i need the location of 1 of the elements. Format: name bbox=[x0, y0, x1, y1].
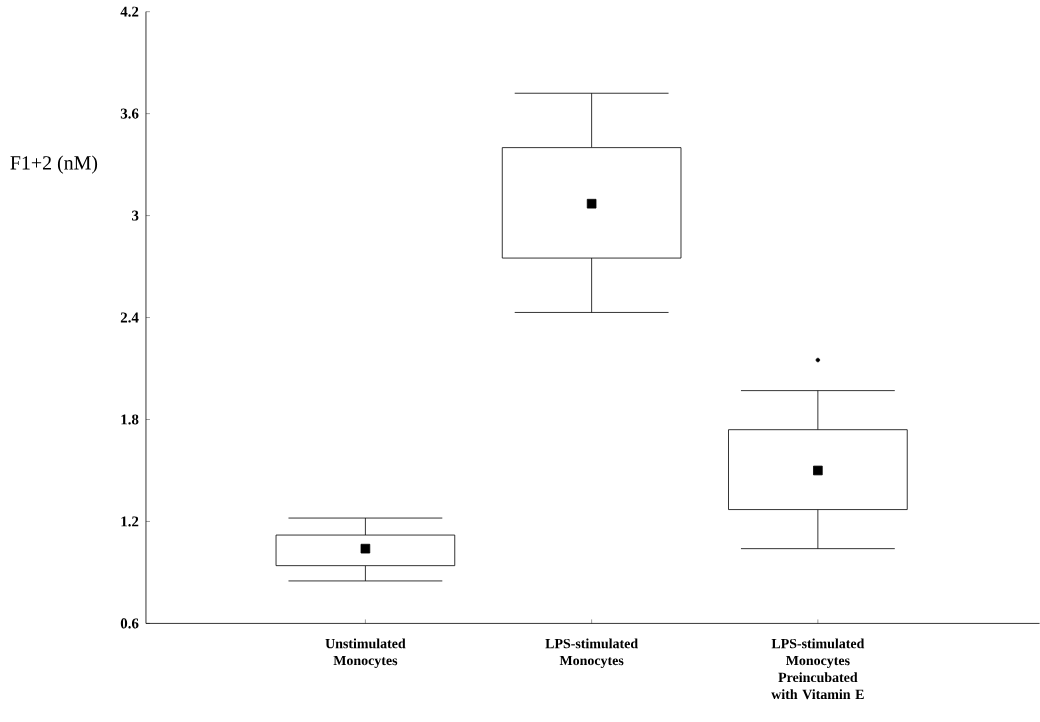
y-axis-title: F1+2 (nM) bbox=[10, 155, 98, 174]
